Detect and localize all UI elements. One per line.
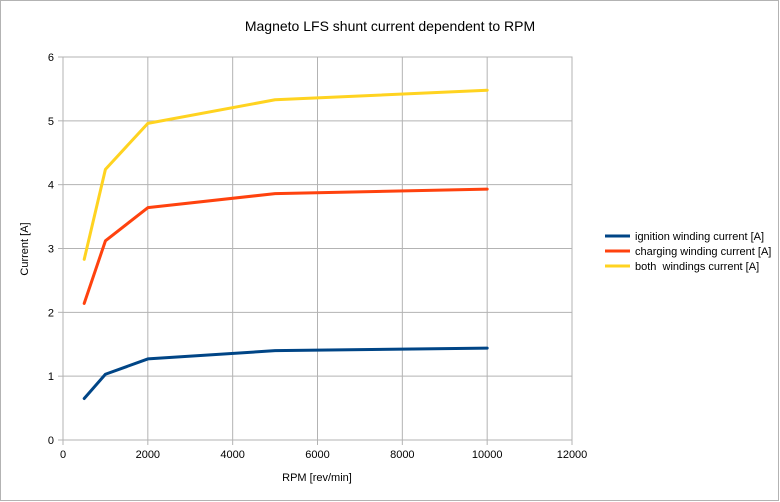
x-tick-label: 12000 (557, 449, 588, 461)
x-tick-label: 0 (60, 449, 66, 461)
series-line-2 (82, 187, 489, 305)
y-tick-label: 4 (48, 180, 54, 192)
y-tick-label: 3 (48, 244, 54, 256)
x-tick-label: 4000 (220, 449, 244, 461)
y-tick-label: 0 (48, 435, 54, 447)
y-tick-label: 5 (48, 116, 54, 128)
series-line-3 (82, 88, 489, 261)
y-tick-label: 6 (48, 52, 54, 64)
y-tick-label: 1 (48, 371, 54, 383)
legend-label: ignition winding current [A] (635, 231, 764, 243)
chart-title: Magneto LFS shunt current dependent to R… (245, 18, 535, 34)
x-axis-title: RPM [rev/min] (282, 472, 352, 484)
y-tick-label: 2 (48, 307, 54, 319)
legend-label: charging winding current [A] (635, 246, 771, 258)
y-axis-title: Current [A] (19, 222, 31, 275)
x-tick-label: 6000 (305, 449, 329, 461)
x-axis: 0 2000 4000 6000 8000 10000 12000 (60, 440, 587, 461)
y-axis: 0 1 2 3 4 5 6 (48, 52, 63, 447)
series-line-1 (82, 346, 489, 401)
series-lines (82, 88, 489, 401)
legend: ignition winding current [A] charging win… (605, 231, 771, 273)
x-tick-label: 10000 (472, 449, 503, 461)
x-tick-label: 2000 (136, 449, 160, 461)
legend-label: both windings current [A] (635, 261, 759, 273)
x-tick-label: 8000 (390, 449, 414, 461)
grid-lines (62, 56, 573, 441)
